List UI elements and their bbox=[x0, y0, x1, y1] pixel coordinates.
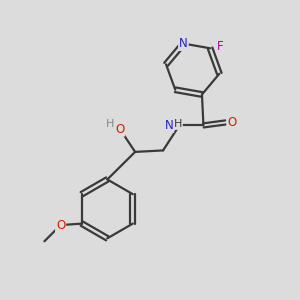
Text: O: O bbox=[227, 116, 237, 129]
Text: H: H bbox=[106, 119, 114, 129]
Text: O: O bbox=[56, 219, 65, 232]
Text: O: O bbox=[115, 123, 124, 136]
Text: N: N bbox=[179, 37, 188, 50]
Text: N: N bbox=[165, 119, 173, 132]
Text: F: F bbox=[217, 40, 224, 53]
Text: H: H bbox=[174, 119, 182, 129]
